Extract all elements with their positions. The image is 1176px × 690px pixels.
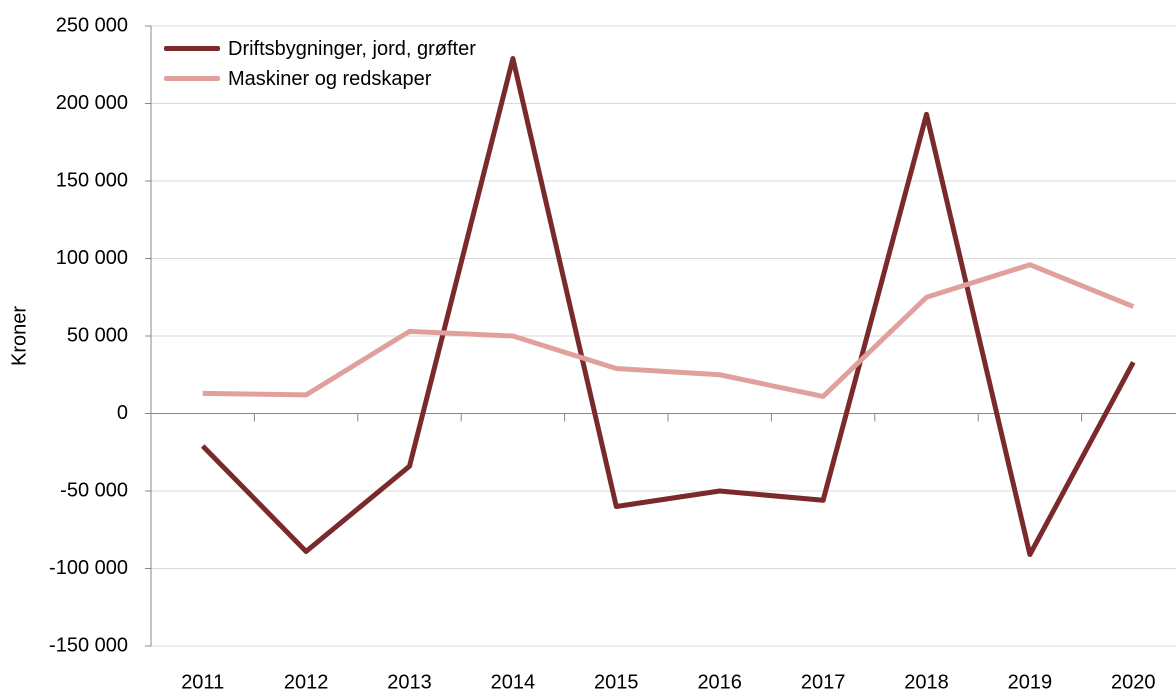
x-tick-label: 2013 [387, 671, 432, 690]
x-tick-label: 2019 [1008, 671, 1053, 690]
y-tick-label: -150 000 [49, 634, 128, 656]
x-tick-label: 2011 [181, 671, 224, 690]
series-line [200, 56, 1136, 558]
y-tick-label: 0 [117, 402, 128, 424]
y-tick-label: -100 000 [49, 557, 128, 579]
y-tick-label: 50 000 [67, 324, 128, 346]
y-axis-label: Kroner [8, 306, 30, 366]
y-tick-label: 200 000 [56, 92, 128, 114]
y-tick-label: 100 000 [56, 247, 128, 269]
legend-swatch [164, 76, 220, 81]
x-tick-label: 2012 [284, 671, 329, 690]
legend-label: Driftsbygninger, jord, grøfter [228, 38, 476, 60]
x-tick-label: 2014 [491, 671, 536, 690]
legend-label: Maskiner og redskaper [228, 68, 432, 90]
y-tick-label: -50 000 [60, 479, 128, 501]
legend: Driftsbygninger, jord, grøfter Maskiner o… [164, 34, 478, 94]
x-tick-label: 2015 [594, 671, 639, 690]
x-tick-label: 2018 [904, 671, 949, 690]
x-tick-label: 2016 [697, 671, 742, 690]
x-tick-label: 2020 [1111, 671, 1156, 690]
legend-swatch [164, 46, 220, 51]
series-line [202, 262, 1135, 399]
y-tick-label: 150 000 [56, 169, 128, 191]
legend-entry: Driftsbygninger, jord, grøfter [164, 34, 478, 64]
legend-entry: Maskiner og redskaper [164, 64, 478, 94]
y-tick-label: 250 000 [56, 14, 128, 36]
x-tick-label: 2017 [801, 671, 846, 690]
